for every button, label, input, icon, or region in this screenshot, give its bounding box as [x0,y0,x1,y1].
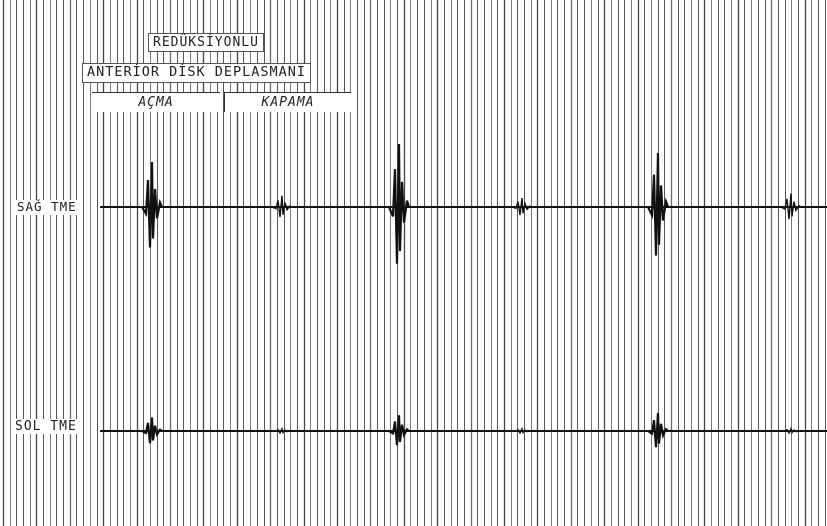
left-tme-trace-event-close [511,426,533,435]
chart-title-line2: ANTERİOR DİSK DEPLASMANI [82,63,312,83]
legend-open-label: AÇMA [92,92,220,112]
right-tme-trace-event-open [141,161,164,248]
right-tme-trace-event-close [780,193,802,220]
channel-label-left: SOL TME [12,419,80,434]
legend-close-label: KAPAMA [224,92,351,112]
left-tme-trace-event-open [141,417,163,444]
left-tme-trace-event-open [647,412,669,448]
signal-traces [100,143,827,448]
right-tme-trace-event-open [387,143,411,264]
chart-title-line1: REDÜKSİYONLU [148,33,264,52]
left-tme-trace-event-open [388,415,410,446]
channel-label-right: SAĞ TME [14,200,80,215]
left-tme-trace-event-close [271,426,293,435]
right-tme-trace-event-open [647,152,670,256]
right-tme-trace-event-close [511,197,533,216]
left-tme-trace-event-close [780,426,802,435]
right-tme-trace-event-close [271,195,293,218]
